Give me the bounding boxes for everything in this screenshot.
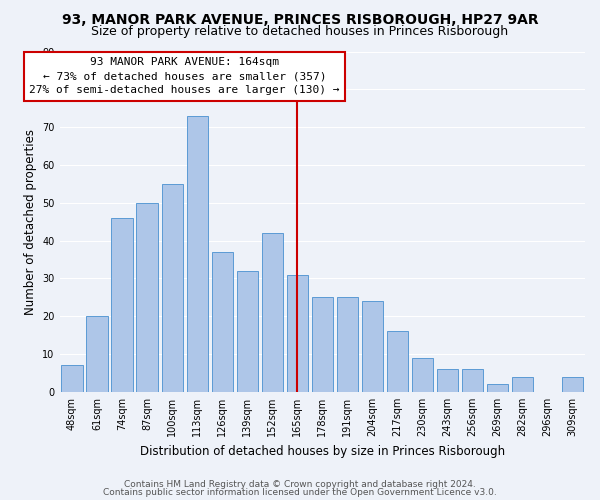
Bar	[112, 218, 133, 392]
Bar	[462, 369, 483, 392]
Bar	[487, 384, 508, 392]
Text: Contains HM Land Registry data © Crown copyright and database right 2024.: Contains HM Land Registry data © Crown c…	[124, 480, 476, 489]
Bar	[562, 377, 583, 392]
Text: Size of property relative to detached houses in Princes Risborough: Size of property relative to detached ho…	[91, 25, 509, 38]
Bar	[136, 203, 158, 392]
Bar	[61, 366, 83, 392]
Bar	[337, 298, 358, 392]
Bar	[86, 316, 108, 392]
Bar	[161, 184, 183, 392]
Bar	[362, 301, 383, 392]
Bar	[412, 358, 433, 392]
Bar	[386, 332, 408, 392]
Bar	[512, 377, 533, 392]
Text: Contains public sector information licensed under the Open Government Licence v3: Contains public sector information licen…	[103, 488, 497, 497]
Bar	[437, 369, 458, 392]
Bar	[287, 274, 308, 392]
Text: 93 MANOR PARK AVENUE: 164sqm
← 73% of detached houses are smaller (357)
27% of s: 93 MANOR PARK AVENUE: 164sqm ← 73% of de…	[29, 57, 340, 95]
Bar	[212, 252, 233, 392]
Y-axis label: Number of detached properties: Number of detached properties	[24, 128, 37, 314]
Text: 93, MANOR PARK AVENUE, PRINCES RISBOROUGH, HP27 9AR: 93, MANOR PARK AVENUE, PRINCES RISBOROUG…	[62, 12, 538, 26]
Bar	[236, 271, 258, 392]
Bar	[311, 298, 333, 392]
X-axis label: Distribution of detached houses by size in Princes Risborough: Distribution of detached houses by size …	[140, 444, 505, 458]
Bar	[187, 116, 208, 392]
Bar	[262, 233, 283, 392]
